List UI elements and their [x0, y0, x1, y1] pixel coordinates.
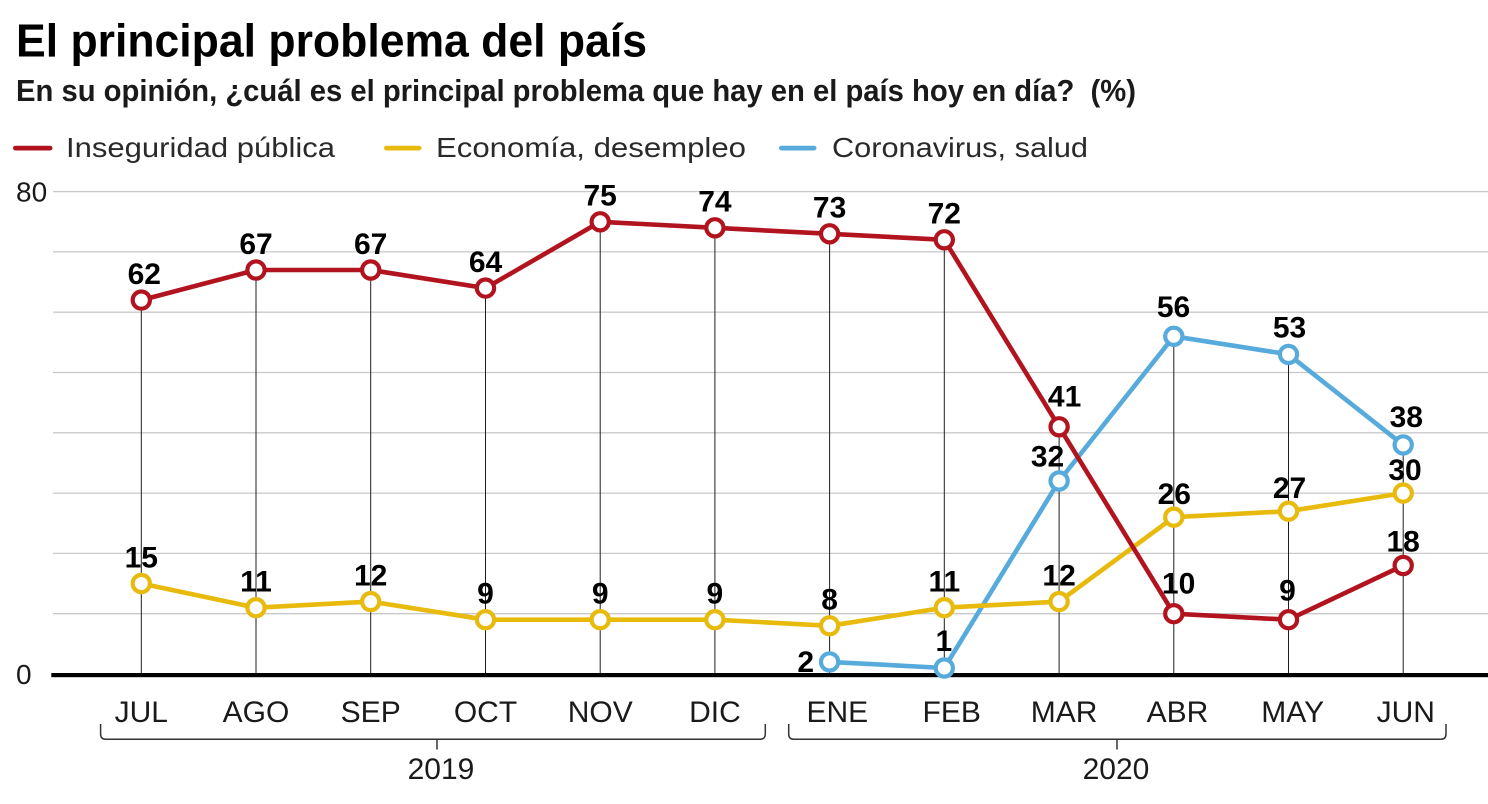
- svg-text:32: 32: [1031, 440, 1064, 473]
- svg-text:JUL: JUL: [115, 696, 168, 729]
- svg-text:9: 9: [592, 578, 609, 611]
- svg-text:FEB: FEB: [923, 696, 981, 729]
- svg-text:80: 80: [16, 177, 47, 208]
- svg-text:En su opinión, ¿cuál es el pri: En su opinión, ¿cuál es el principal pro…: [16, 73, 1136, 108]
- svg-text:64: 64: [469, 246, 503, 279]
- svg-text:SEP: SEP: [341, 696, 401, 729]
- svg-text:MAY: MAY: [1261, 696, 1324, 729]
- svg-text:62: 62: [128, 258, 161, 291]
- svg-text:1: 1: [935, 625, 952, 658]
- svg-text:ENE: ENE: [806, 696, 868, 729]
- svg-text:41: 41: [1048, 381, 1081, 414]
- svg-text:10: 10: [1162, 568, 1195, 601]
- svg-text:2020: 2020: [1083, 753, 1150, 786]
- svg-text:38: 38: [1390, 401, 1423, 434]
- svg-text:MAR: MAR: [1031, 696, 1098, 729]
- svg-text:AGO: AGO: [223, 696, 290, 729]
- svg-text:15: 15: [125, 541, 158, 574]
- svg-text:OCT: OCT: [454, 696, 517, 729]
- svg-text:Inseguridad pública: Inseguridad pública: [66, 132, 335, 163]
- svg-text:11: 11: [928, 566, 960, 599]
- svg-text:53: 53: [1273, 311, 1306, 344]
- svg-text:12: 12: [1042, 560, 1075, 593]
- svg-text:67: 67: [239, 228, 272, 261]
- svg-text:2019: 2019: [408, 753, 475, 786]
- svg-text:9: 9: [707, 578, 724, 611]
- svg-text:NOV: NOV: [568, 696, 633, 729]
- svg-text:12: 12: [354, 560, 387, 593]
- svg-text:9: 9: [477, 578, 494, 611]
- svg-text:26: 26: [1158, 478, 1191, 511]
- svg-text:2: 2: [797, 646, 814, 679]
- svg-text:DIC: DIC: [689, 696, 741, 729]
- svg-text:75: 75: [584, 180, 617, 213]
- svg-text:ABR: ABR: [1147, 696, 1209, 729]
- svg-text:9: 9: [1279, 575, 1296, 608]
- svg-text:56: 56: [1157, 291, 1190, 324]
- svg-text:Economía, desempleo: Economía, desempleo: [436, 132, 746, 163]
- svg-text:El principal problema del país: El principal problema del país: [16, 15, 647, 67]
- svg-text:8: 8: [821, 584, 838, 617]
- svg-text:11: 11: [240, 566, 272, 599]
- svg-text:30: 30: [1388, 454, 1421, 487]
- svg-text:73: 73: [813, 192, 846, 225]
- svg-text:27: 27: [1273, 472, 1306, 505]
- svg-text:JUN: JUN: [1377, 696, 1435, 729]
- svg-text:72: 72: [928, 198, 961, 231]
- svg-text:67: 67: [354, 228, 387, 261]
- svg-text:Coronavirus, salud: Coronavirus, salud: [832, 132, 1088, 163]
- svg-text:0: 0: [16, 659, 32, 690]
- svg-text:74: 74: [698, 186, 732, 219]
- svg-text:18: 18: [1387, 525, 1420, 558]
